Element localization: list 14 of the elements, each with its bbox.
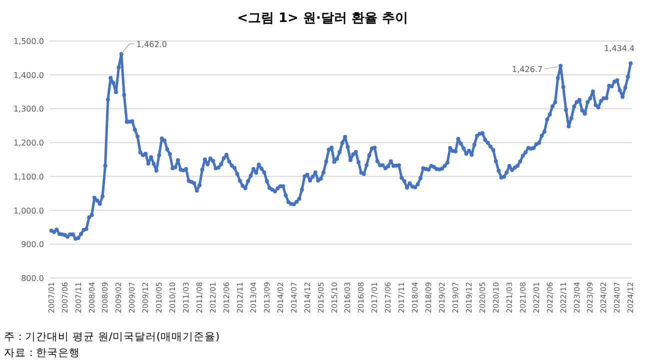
y-tick-label: 1,200.0 xyxy=(13,138,44,148)
data-label: 1,462.0 xyxy=(136,40,167,49)
y-tick-label: 1,400.0 xyxy=(13,70,44,80)
y-tick-label: 1,500.0 xyxy=(13,37,44,46)
text: 자료 : 한국은행 xyxy=(4,347,80,359)
y-tick-label: 1,100.0 xyxy=(13,172,44,182)
data-label: 1,426.7 xyxy=(512,64,543,74)
y-tick-label: 900.0 xyxy=(21,240,44,250)
text: 주 : 기간대비 평균 원/미국달러(매매기준율) xyxy=(4,331,220,343)
data-label: 1,434.4 xyxy=(604,44,635,54)
chart-title: <그림 1> 원·달러 환율 추이 xyxy=(237,11,408,26)
y-tick-label: 1,300.0 xyxy=(13,104,44,114)
y-tick-label: 800.0 xyxy=(21,274,44,283)
y-tick-label: 1,000.0 xyxy=(13,206,44,216)
